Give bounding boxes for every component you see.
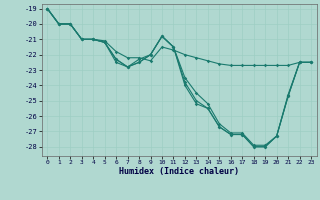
- X-axis label: Humidex (Indice chaleur): Humidex (Indice chaleur): [119, 167, 239, 176]
